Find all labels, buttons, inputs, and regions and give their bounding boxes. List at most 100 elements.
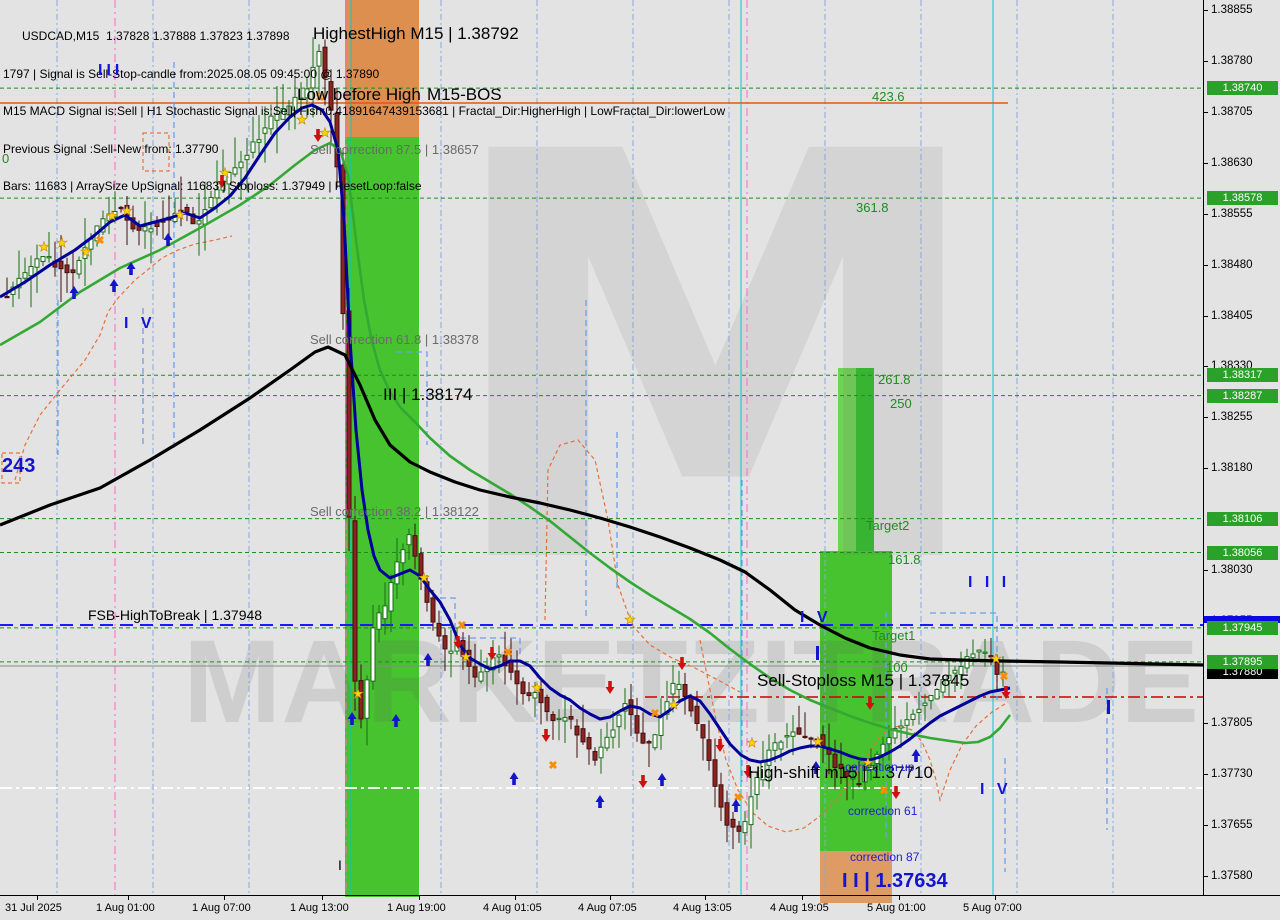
candle-bull [532, 691, 538, 699]
candle-bull [556, 717, 562, 721]
price-tick-mark [1204, 60, 1208, 62]
candle-bear [118, 206, 124, 210]
ma-black-line [0, 345, 1204, 667]
candle-bull [382, 605, 388, 620]
time-tick-label: 5 Aug 07:00 [963, 902, 1022, 914]
sell-arrow-down-icon [715, 739, 725, 752]
time-tick-label: 1 Aug 13:00 [290, 902, 349, 914]
time-tick-mark [419, 896, 420, 900]
candle-bull [388, 582, 394, 612]
candle-bull [892, 727, 898, 739]
candle-bull [766, 749, 772, 766]
signal-cross-icon: ✖ [95, 235, 104, 247]
time-tick-mark [128, 896, 129, 900]
time-tick-mark [899, 896, 900, 900]
candle-bear [520, 681, 526, 695]
candle-bear [814, 738, 820, 741]
candle-bull [196, 220, 202, 225]
price-tick-mark [1204, 264, 1208, 266]
candle-bull [112, 210, 118, 218]
candle-bull [748, 796, 754, 826]
watermark-text: MARKETZITRADE [183, 616, 1199, 748]
time-tick-label: 4 Aug 13:05 [673, 902, 732, 914]
candle-bear [634, 715, 640, 734]
candle-bull [742, 821, 748, 834]
dashed-box [1, 452, 21, 484]
time-tick-label: 1 Aug 01:00 [96, 902, 155, 914]
price-tick-label: 1.38780 [1211, 54, 1253, 67]
candle-bear [322, 46, 328, 79]
candle-bull [934, 689, 940, 700]
signal-star-icon: ★ [668, 697, 680, 712]
time-tick-mark [322, 896, 323, 900]
price-tick-mark [1204, 315, 1208, 317]
price-axis[interactable]: 1.38855 1.38780 1.38705 1.38630 1.38555 1.384… [1203, 0, 1280, 895]
candle-bull [760, 761, 766, 781]
candle-bull [676, 683, 682, 691]
candle-bull [772, 742, 778, 751]
candle-bull [904, 719, 910, 726]
zone-orange-top [345, 0, 419, 137]
candle-bear [436, 622, 442, 637]
candle-bear [358, 680, 364, 720]
time-tick-label: 4 Aug 07:05 [578, 902, 637, 914]
candle-bull [268, 115, 274, 130]
sell-arrow-down-icon [677, 657, 687, 670]
sell-arrow-down-icon [217, 175, 227, 188]
price-tick-label: 1.38555 [1211, 207, 1253, 220]
candle-bear [430, 597, 436, 623]
time-tick-mark [610, 896, 611, 900]
candle-bull [940, 679, 946, 693]
candle-bull [952, 669, 958, 674]
time-tick-mark [705, 896, 706, 900]
candle-bull [754, 777, 760, 796]
buy-arrow-up-icon [423, 653, 433, 666]
signal-star-icon: ★ [121, 203, 133, 218]
candle-bear [568, 716, 574, 720]
price-tick-mark [1204, 468, 1208, 470]
candle-bull [262, 127, 268, 134]
sell-arrow-down-icon [1001, 686, 1011, 699]
trailing-stop-line [699, 639, 1009, 833]
buy-arrow-up-icon [163, 233, 173, 246]
candle-bull [208, 196, 214, 209]
sell-arrow-down-icon [891, 786, 901, 799]
bars-line: Bars: 11683 | ArraySize UpSignal: 11683 … [3, 179, 422, 193]
signal-star-icon: ★ [531, 680, 543, 695]
signal-star-icon: ★ [862, 755, 874, 770]
signal-star-icon: ★ [460, 649, 472, 664]
fractal-channel-line [396, 351, 428, 445]
candle-bull [28, 266, 34, 277]
price-tick-label: 1.38405 [1211, 309, 1253, 322]
time-axis[interactable]: 31 Jul 2025 1 Aug 01:00 1 Aug 07:00 1 Aug 1… [0, 895, 1280, 920]
signal-cross-icon: ✖ [999, 671, 1008, 683]
buy-arrow-up-icon [69, 286, 79, 299]
candle-bull [604, 736, 610, 749]
chart-info-header: USDCAD,M15 1.37828 1.37888 1.37823 1.378… [3, 5, 725, 218]
price-tick-mark [1204, 213, 1208, 215]
price-tick-mark [1204, 824, 1208, 826]
candle-bull [862, 769, 868, 783]
candle-bull [34, 258, 40, 268]
candle-bear [736, 825, 742, 832]
candle-bear [802, 735, 808, 739]
price-badge-green: 1.37945 [1207, 620, 1278, 635]
price-tick-label: 1.38030 [1211, 564, 1253, 577]
signal-star-icon: ★ [812, 734, 824, 749]
candle-bull [364, 679, 370, 719]
signal-cross-icon: ✖ [650, 708, 659, 720]
signal-cross-icon: ✖ [315, 92, 324, 104]
zone-green-right-bright [856, 368, 874, 551]
candle-bear [856, 783, 862, 786]
signal-star-icon: ★ [56, 235, 68, 250]
candle-bear [844, 770, 850, 777]
candle-bear [688, 696, 694, 712]
zone-orange-bottom [820, 851, 892, 903]
time-tick-mark [37, 896, 38, 900]
candle-bear [586, 737, 592, 750]
candle-bull [970, 653, 976, 659]
previous-signal-line: Previous Signal :Sell-New from: 1.37790 [3, 141, 219, 156]
candle-bull [886, 737, 892, 745]
buy-arrow-up-icon [509, 772, 519, 785]
